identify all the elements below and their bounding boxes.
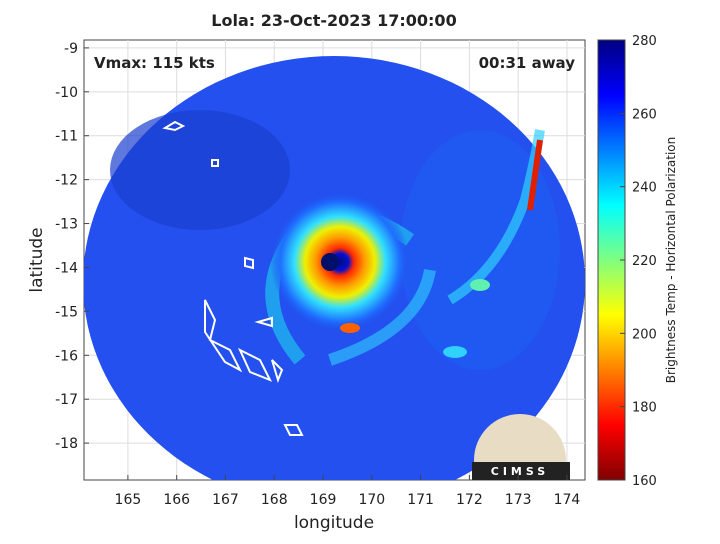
time-away-label: 00:31 away — [479, 54, 576, 72]
colorbar-tick-label: 260 — [632, 107, 657, 122]
x-tick-label: 171 — [407, 492, 434, 508]
x-axis-label: longitude — [294, 513, 374, 533]
x-tick-label: 165 — [115, 492, 142, 508]
colorbar-tick-label: 220 — [632, 254, 657, 269]
x-tick-label: 172 — [456, 492, 483, 508]
x-tick-label: 173 — [505, 492, 532, 508]
logo-text: CIMSS — [491, 465, 549, 478]
y-tick-label: -11 — [55, 129, 78, 145]
y-tick-label: -9 — [64, 41, 78, 57]
colorbar-tick-label: 280 — [632, 34, 657, 49]
y-tick-label: -16 — [55, 348, 78, 364]
y-tick-label: -14 — [55, 260, 78, 276]
colorbar-tick-label: 200 — [632, 327, 657, 342]
colorbar-tick-label: 160 — [632, 474, 657, 489]
colorbar-tick-label: 240 — [632, 181, 657, 196]
colorbar-label: Brightness Temp - Horizontal Polarizatio… — [664, 137, 678, 384]
y-tick-label: -12 — [55, 173, 78, 189]
vmax-label: Vmax: 115 kts — [94, 54, 215, 72]
x-tick-label: 174 — [554, 492, 581, 508]
y-tick-label: -17 — [55, 392, 78, 408]
satellite-image: CIMSS — [84, 56, 585, 480]
x-tick-label: 168 — [261, 492, 288, 508]
x-tick-label: 169 — [310, 492, 337, 508]
title: Lola: 23-Oct-2023 17:00:00 — [211, 11, 456, 30]
y-axis-label: latitude — [27, 227, 47, 292]
x-tick-label: 167 — [212, 492, 239, 508]
y-tick-label: -13 — [55, 217, 78, 233]
y-tick-label: -10 — [55, 85, 78, 101]
x-tick-label: 166 — [163, 492, 190, 508]
y-tick-label: -18 — [55, 436, 78, 452]
x-tick-label: 170 — [358, 492, 385, 508]
y-tick-label: -15 — [55, 304, 78, 320]
colorbar-tick-label: 180 — [632, 401, 657, 416]
